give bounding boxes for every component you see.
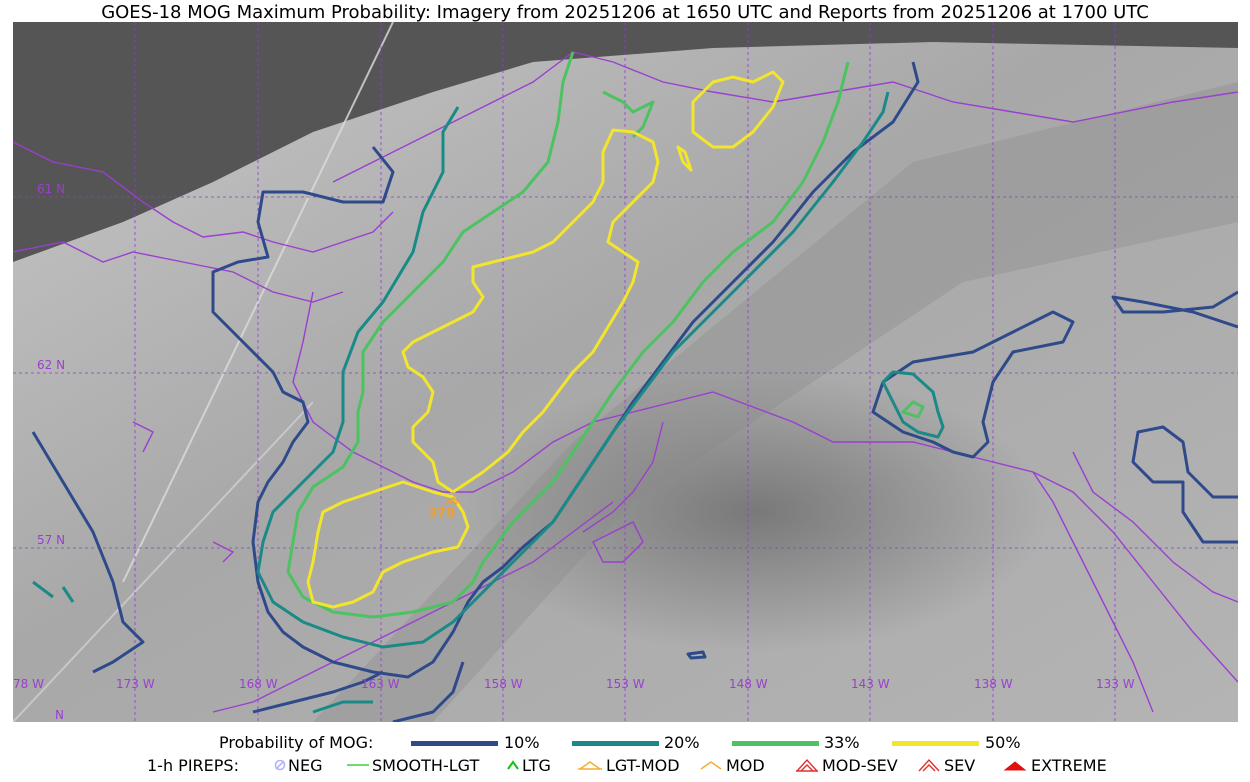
pirep-label-sev: SEV — [944, 756, 976, 775]
report-label: 370 — [428, 506, 456, 521]
lon-label-6: 148 W — [729, 677, 768, 691]
contour-20-circle — [881, 370, 945, 439]
pirep-label-mod: MOD — [726, 756, 765, 775]
pirep-label-extreme: EXTREME — [1031, 756, 1107, 775]
contour-10-right — [1131, 425, 1238, 544]
contour-20-sw — [32, 580, 373, 714]
pirep-label-mod-sev: MOD-SEV — [822, 756, 898, 775]
contour-33-main — [286, 51, 850, 619]
contour-50-spine — [401, 128, 660, 494]
contour-10-circle — [871, 310, 1075, 459]
contour-10-small — [686, 650, 707, 660]
prob-label-50: 50% — [985, 733, 1021, 752]
lat-label-61: 61 N — [37, 182, 66, 196]
pireps-legend-title: 1-h PIREPS: — [147, 756, 239, 775]
ltg-icon — [507, 760, 519, 770]
graticule — [13, 22, 1238, 722]
contour-10-west — [31, 431, 145, 674]
lon-label-7: 143 W — [851, 677, 890, 691]
map-canvas — [13, 22, 1238, 722]
probability-legend-title: Probability of MOG: — [219, 733, 374, 752]
swatch-10 — [411, 741, 498, 746]
pireps-legend: 1-h PIREPS: NEG SMOOTH-LGT LTG LGT-MOD M… — [0, 756, 1250, 776]
pirep-label-smooth-lgt: SMOOTH-LGT — [372, 756, 480, 775]
contour-50-west — [306, 480, 470, 609]
contour-50-small — [676, 145, 693, 172]
lon-label-1: 173 W — [116, 677, 155, 691]
pirep-label-lgt-mod: LGT-MOD — [606, 756, 680, 775]
orbit-track — [122, 22, 394, 583]
lgt-mod-icon — [578, 761, 602, 770]
contour-10-main — [211, 61, 920, 679]
lon-label-8: 138 W — [974, 677, 1013, 691]
lon-label-4: 158 W — [484, 677, 523, 691]
swatch-33 — [732, 741, 819, 746]
swatch-20 — [572, 741, 659, 746]
pirep-label-neg: NEG — [288, 756, 323, 775]
dark-band-shading — [313, 82, 1238, 722]
corner-label: N — [55, 708, 64, 722]
sev-icon — [918, 758, 940, 772]
extreme-icon — [1003, 761, 1027, 771]
satellite-map[interactable]: 61 N 62 N 57 N 78 W 173 W 168 W 163 W 15… — [13, 22, 1238, 722]
prob-label-20: 20% — [664, 733, 700, 752]
lon-label-0: 78 W — [13, 677, 44, 691]
contour-33-circle — [901, 400, 925, 419]
lon-label-5: 153 W — [606, 677, 645, 691]
contour-20-main — [256, 91, 890, 649]
lon-label-3: 163 W — [361, 677, 400, 691]
no-data-region — [13, 22, 1238, 262]
smooth-lgt-icon — [347, 764, 369, 766]
neg-icon — [274, 759, 286, 771]
coastlines — [13, 51, 1238, 713]
prob-label-10: 10% — [504, 733, 540, 752]
pirep-label-ltg: LTG — [522, 756, 551, 775]
pirep-report — [444, 497, 462, 505]
lon-label-2: 168 W — [239, 677, 278, 691]
contour-10-east — [1111, 290, 1238, 329]
contour-10-south — [252, 661, 465, 722]
contour-50-top — [691, 70, 785, 149]
mod-icon — [700, 761, 722, 770]
mog-contours — [31, 51, 1238, 722]
map-title: GOES-18 MOG Maximum Probability: Imagery… — [101, 2, 1149, 23]
lon-label-9: 133 W — [1096, 677, 1135, 691]
lat-label-57: 57 N — [37, 533, 66, 547]
lat-label-62: 62 N — [37, 358, 66, 372]
mod-sev-icon — [796, 758, 818, 772]
probability-legend: Probability of MOG: 10% 20% 33% 50% — [0, 733, 1250, 753]
contour-33-top — [602, 90, 655, 139]
prob-label-33: 33% — [824, 733, 860, 752]
orbit-track-2 — [13, 401, 314, 722]
swatch-50 — [892, 741, 979, 746]
